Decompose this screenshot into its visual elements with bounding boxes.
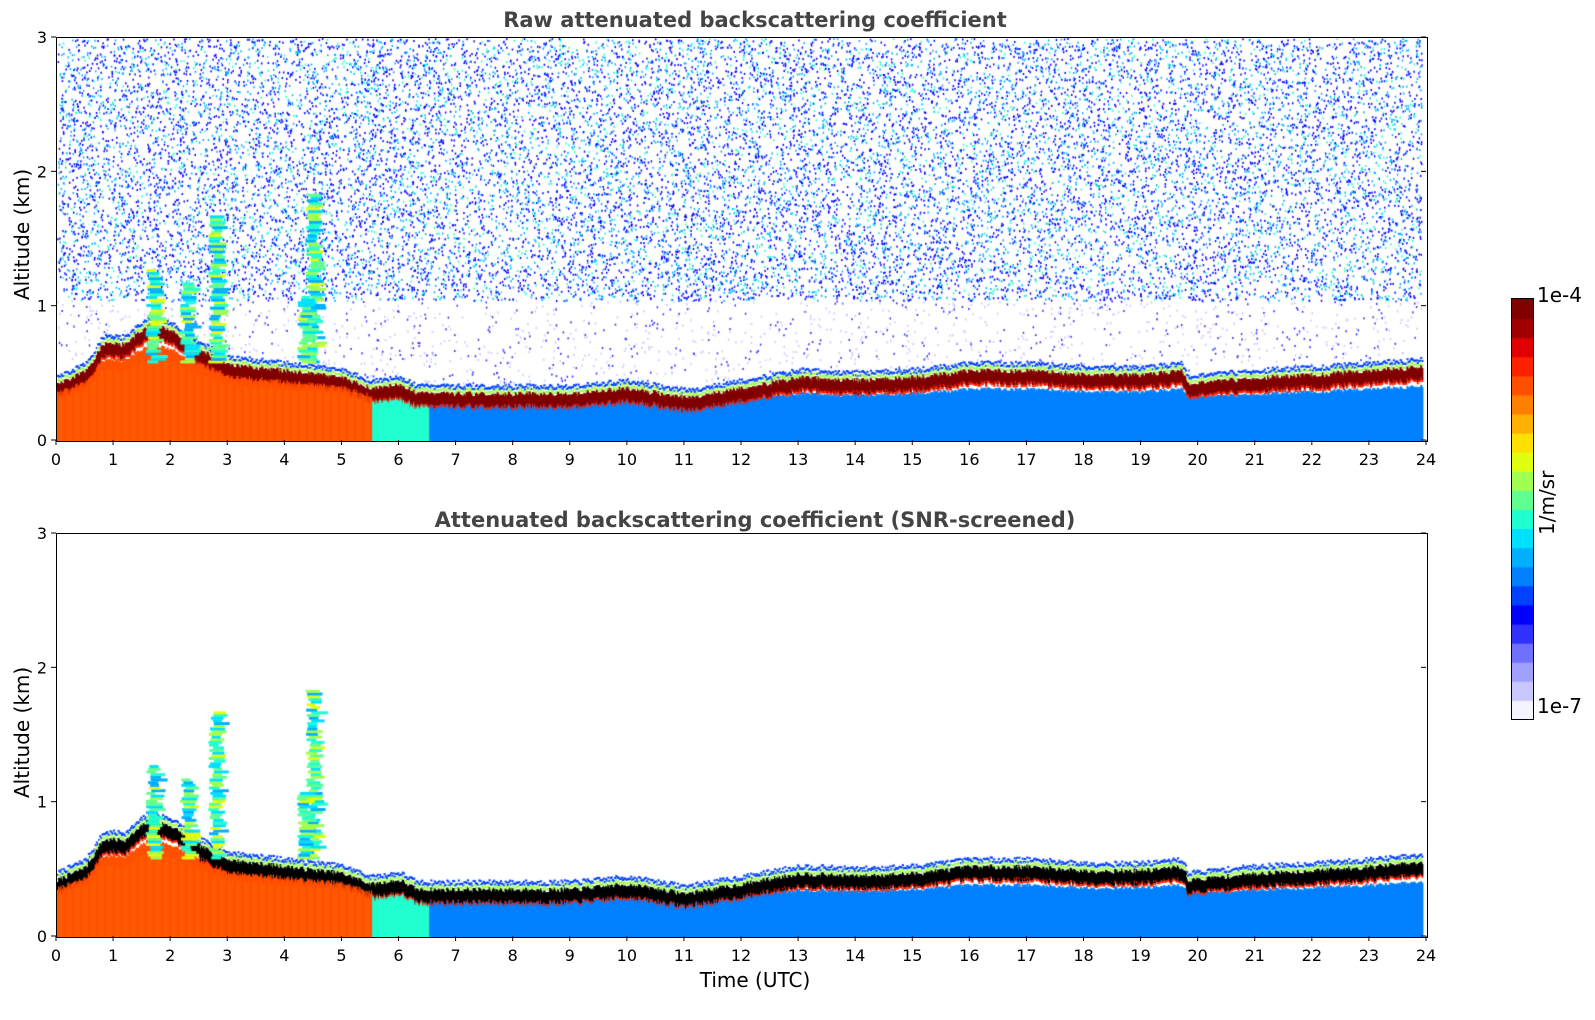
y-tick-label: 0 [37,431,47,450]
x-tick-label: 18 [1073,946,1093,965]
x-tick-label: 14 [845,946,865,965]
x-tick-label: 5 [336,946,346,965]
x-tick-label: 4 [279,450,289,469]
x-tick-label: 10 [617,946,637,965]
x-tick-label: 4 [279,946,289,965]
x-tick-label: 9 [565,946,575,965]
x-tick-label: 16 [959,946,979,965]
x-tick-label: 18 [1073,450,1093,469]
x-tick-label: 12 [731,946,751,965]
x-tick-label: 8 [508,946,518,965]
x-tick-label: 19 [1130,450,1150,469]
top-axes: 0 1 2 3 4 5 6 7 8 9 10 11 12 13 14 15 16 17 18 19 20 21 22 23 24… [37,28,1436,469]
x-tick-label: 24 [1416,450,1436,469]
x-tick-label: 8 [508,450,518,469]
top-chart-title: Raw attenuated backscattering coefficien… [503,8,1007,32]
x-tick-label: 11 [674,946,694,965]
x-tick-label: 1 [108,946,118,965]
colorbar [1511,298,1534,720]
colorbar-unit-label: 1/m/sr [1535,470,1559,535]
y-tick-label: 1 [37,297,47,316]
y-tick-label: 3 [37,28,47,47]
x-tick-label: 16 [959,450,979,469]
x-tick-label: 21 [1245,946,1265,965]
top-panel: Raw attenuated backscattering coefficien… [0,0,1480,470]
colorbar-min-label: 1e-7 [1537,694,1582,718]
x-tick-label: 22 [1302,946,1322,965]
x-tick-label: 3 [222,450,232,469]
x-tick-label: 9 [565,450,575,469]
top-heatmap [56,37,1428,442]
x-tick-label: 13 [788,946,808,965]
x-tick-label: 7 [450,450,460,469]
x-tick-label: 17 [1016,450,1036,469]
x-tick-label: 11 [674,450,694,469]
y-tick-label: 2 [37,658,47,677]
x-tick-label: 12 [731,450,751,469]
x-tick-label: 2 [165,450,175,469]
y-tick-label: 3 [37,524,47,543]
bottom-heatmap [56,533,1428,938]
x-tick-label: 2 [165,946,175,965]
x-tick-label: 20 [1187,946,1207,965]
bottom-panel: Attenuated backscattering coefficient (S… [0,500,1480,1020]
x-tick-label: 13 [788,450,808,469]
x-tick-label: 6 [393,450,403,469]
x-tick-label: 22 [1302,450,1322,469]
x-tick-label: 14 [845,450,865,469]
x-tick-label: 24 [1416,946,1436,965]
x-tick-label: 3 [222,946,232,965]
x-tick-label: 15 [902,946,922,965]
y-tick-label: 1 [37,793,47,812]
x-tick-label: 10 [617,450,637,469]
x-axis-label: Time (UTC) [699,968,811,992]
x-tick-label: 21 [1245,450,1265,469]
x-tick-label: 6 [393,946,403,965]
x-tick-label: 23 [1359,450,1379,469]
x-tick-label: 15 [902,450,922,469]
x-tick-label: 19 [1130,946,1150,965]
x-tick-label: 7 [450,946,460,965]
x-tick-label: 0 [51,946,61,965]
y-tick-label: 0 [37,927,47,946]
x-tick-label: 17 [1016,946,1036,965]
x-tick-label: 0 [51,450,61,469]
x-tick-label: 20 [1187,450,1207,469]
y-tick-label: 2 [37,162,47,181]
bottom-chart-title: Attenuated backscattering coefficient (S… [434,508,1076,532]
bottom-axes: 0 1 2 3 4 5 6 7 8 9 10 11 12 13 14 15 16 17 18 19 20 21 22 23 24… [37,524,1436,965]
x-tick-label: 5 [336,450,346,469]
x-tick-label: 23 [1359,946,1379,965]
x-tick-label: 1 [108,450,118,469]
colorbar-max-label: 1e-4 [1537,283,1582,307]
